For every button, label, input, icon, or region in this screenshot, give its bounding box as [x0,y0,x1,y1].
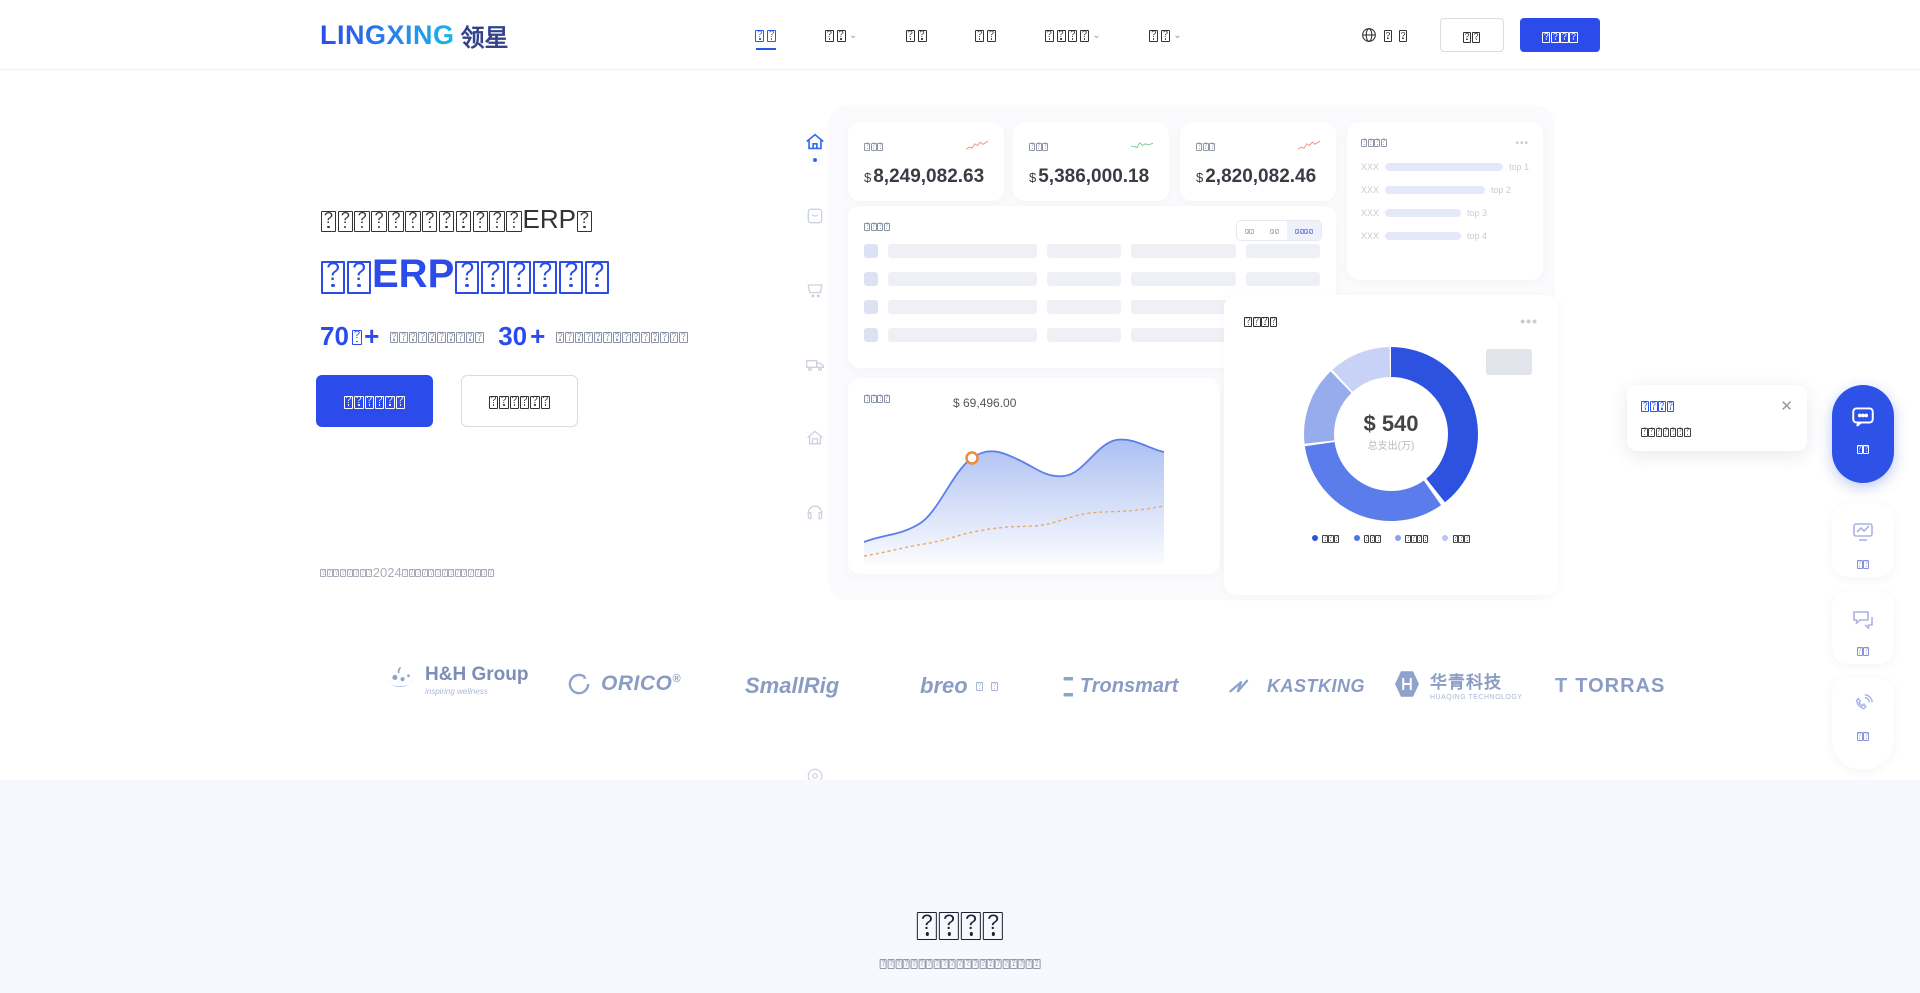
svg-text:总支出(万): 总支出(万) [1368,439,1415,452]
svg-text:$ 540: $ 540 [1363,411,1418,436]
